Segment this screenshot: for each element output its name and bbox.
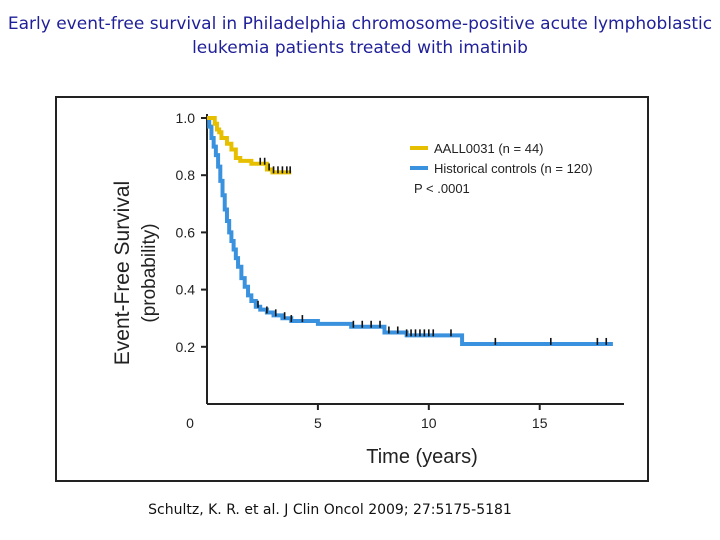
survival-chart: 0.2 0.4 0.6 0.8 1.0 0 5 10 15 AALL0031 (n = 44) H… xyxy=(111,110,624,468)
x-tick-label: 10 xyxy=(421,415,437,431)
series-group xyxy=(207,116,613,346)
y-tick-label: 0.8 xyxy=(176,167,196,183)
x-axis-label: Time (years) xyxy=(366,446,477,468)
y-tick-label: 0.2 xyxy=(176,339,196,355)
p-value-annotation: P < .0001 xyxy=(414,181,470,196)
y-tick-label: 0.4 xyxy=(176,282,196,298)
y-tick-label: 0.6 xyxy=(176,224,196,240)
axes: 0.2 0.4 0.6 0.8 1.0 0 5 10 15 xyxy=(176,110,624,431)
x-tick-label: 0 xyxy=(186,415,194,431)
legend: AALL0031 (n = 44) Historical controls (n … xyxy=(410,141,593,196)
legend-label-historical: Historical controls (n = 120) xyxy=(434,161,593,176)
citation: Schultz, K. R. et al. J Clin Oncol 2009;… xyxy=(148,502,512,518)
y-axis-sublabel: (probability) xyxy=(139,223,160,322)
slide-title-line-1: Early event-free survival in Philadelphi… xyxy=(7,14,713,34)
slide-title-line-2: leukemia patients treated with imatinib xyxy=(192,38,528,58)
legend-label-aall: AALL0031 (n = 44) xyxy=(434,141,544,156)
figure-frame: 0.2 0.4 0.6 0.8 1.0 0 5 10 15 AALL0031 (n = 44) H… xyxy=(55,96,649,482)
y-axis-label: Event-Free Survival xyxy=(111,181,134,365)
slide-title: Early event-free survival in Philadelphi… xyxy=(0,12,720,60)
x-tick-label: 5 xyxy=(314,415,322,431)
series-line-historical xyxy=(207,116,613,346)
x-tick-label: 15 xyxy=(532,415,548,431)
y-tick-label: 1.0 xyxy=(176,110,196,126)
